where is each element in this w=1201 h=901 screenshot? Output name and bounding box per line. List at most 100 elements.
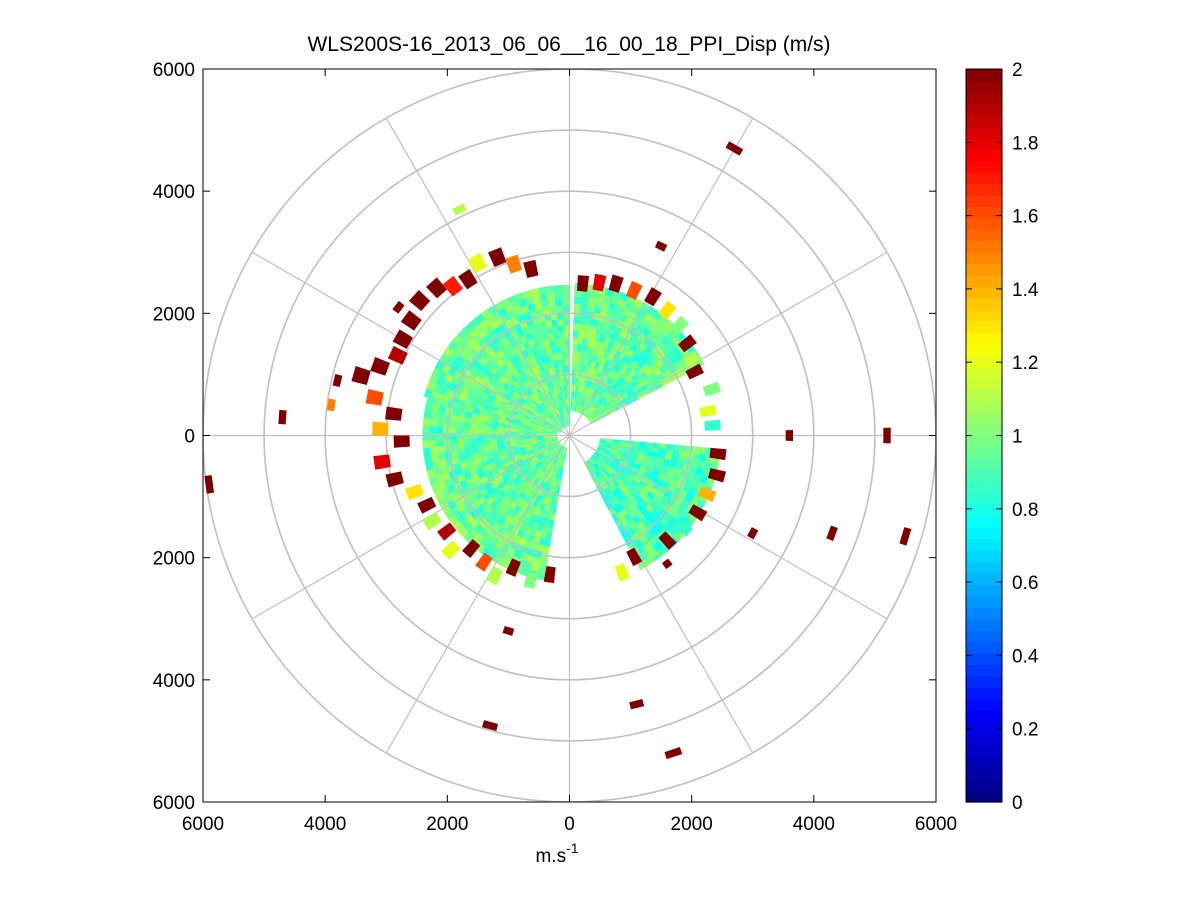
field-cell [478, 409, 487, 417]
field-cell [483, 386, 492, 395]
field-cell [572, 336, 579, 345]
field-cell [530, 456, 538, 463]
field-cell [525, 397, 533, 405]
field-cell [501, 396, 510, 404]
field-cell [541, 496, 549, 505]
field-cell [557, 423, 564, 430]
colorbar-step [966, 91, 1002, 104]
colorbar-step [966, 69, 1002, 82]
edge-cell [475, 552, 493, 572]
field-cell [516, 412, 525, 418]
field-cell [456, 444, 465, 452]
field-cell [565, 412, 568, 420]
field-cell [578, 330, 585, 339]
field-cell [509, 431, 518, 435]
field-cell [553, 450, 559, 458]
isolated-return [332, 373, 343, 387]
field-cell [588, 331, 596, 341]
field-cell [546, 389, 553, 398]
edge-cell [678, 334, 697, 353]
isolated-return [883, 427, 891, 444]
field-cell [520, 404, 529, 411]
field-cell [524, 370, 532, 380]
field-cell [544, 475, 551, 484]
edge-cell [422, 512, 442, 531]
isolated-return [899, 527, 912, 546]
field-cell [631, 466, 640, 474]
colorbar-step [966, 332, 1002, 345]
field-cell [611, 489, 620, 499]
field-cell [449, 432, 457, 440]
field-cell [585, 460, 591, 468]
field-cell [436, 411, 446, 421]
field-cell [586, 394, 592, 403]
field-cell [541, 423, 549, 428]
field-cell [601, 300, 611, 310]
field-cell [610, 400, 619, 408]
field-cell [541, 545, 550, 554]
field-cell [572, 397, 576, 405]
edge-cell [658, 531, 677, 550]
field-cell [594, 412, 602, 419]
field-cell [540, 377, 547, 386]
field-cell [536, 437, 545, 441]
field-cell [625, 486, 634, 495]
field-cell [491, 413, 500, 420]
field-cell [524, 296, 535, 306]
field-cell [424, 461, 434, 472]
colorbar-step [966, 469, 1002, 482]
field-cell [561, 399, 566, 407]
field-cell [538, 386, 545, 395]
field-cell [574, 296, 583, 305]
field-cell [645, 468, 654, 477]
field-cell [558, 393, 563, 401]
field-cell [665, 449, 674, 457]
field-cell [592, 399, 600, 408]
field-cell [557, 445, 563, 452]
field-cell [612, 443, 620, 449]
field-cell [551, 380, 557, 389]
field-cell [514, 400, 523, 408]
field-cell [561, 358, 567, 367]
azimuth-spoke [569, 251, 888, 437]
field-cell [549, 305, 558, 314]
field-cell [592, 353, 600, 363]
field-cell [517, 490, 526, 500]
field-cell [507, 400, 516, 407]
y-tick-label: 6000 [153, 60, 195, 81]
field-cell [524, 495, 533, 504]
field-cell [696, 460, 706, 470]
field-cell [533, 389, 541, 398]
field-cell [619, 472, 628, 480]
field-cell [538, 455, 546, 462]
field-cell [493, 397, 502, 405]
field-cell [549, 477, 555, 486]
field-cell [523, 432, 531, 435]
field-cell [477, 451, 486, 459]
field-cell [524, 388, 533, 396]
field-cell [540, 299, 550, 309]
field-cell [545, 497, 552, 506]
field-cell [575, 357, 581, 365]
field-cell [566, 419, 569, 427]
field-cell [525, 448, 534, 454]
field-cell [543, 438, 551, 441]
field-cell [557, 423, 564, 430]
field-cell [506, 479, 515, 488]
field-cell [536, 438, 545, 442]
field-cell [539, 473, 546, 481]
field-cell [552, 402, 558, 410]
field-cell [561, 406, 565, 414]
field-cell [583, 409, 590, 417]
colorbar-step [966, 572, 1002, 585]
field-cell [610, 296, 621, 306]
field-cell [530, 413, 539, 420]
field-cell [548, 298, 557, 307]
field-cell [537, 415, 545, 421]
field-cell [605, 344, 614, 354]
azimuth-spoke [251, 434, 570, 620]
field-cell [509, 461, 518, 468]
field-cell [518, 523, 528, 533]
field-cell [635, 456, 645, 463]
field-cell [547, 469, 553, 478]
